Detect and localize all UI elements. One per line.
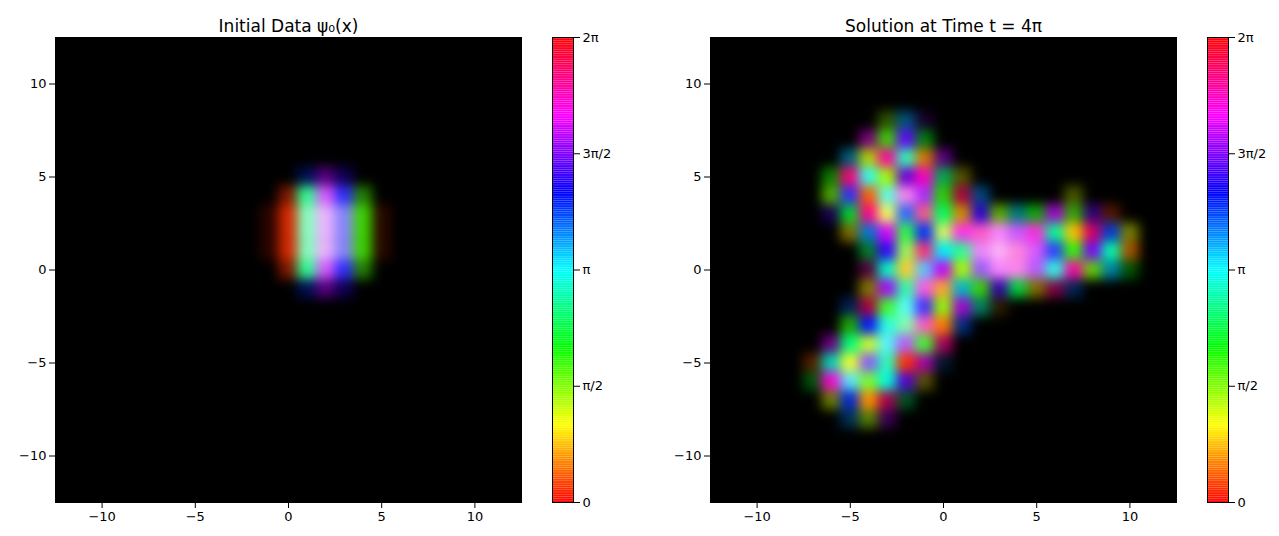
svg-text:10: 10 — [1122, 509, 1139, 524]
svg-text:0: 0 — [939, 509, 947, 524]
svg-text:Initial Data ψ₀(x): Initial Data ψ₀(x) — [219, 16, 359, 36]
svg-text:0: 0 — [38, 262, 46, 277]
svg-text:0: 0 — [1238, 495, 1246, 510]
svg-text:3π/2: 3π/2 — [583, 146, 612, 161]
svg-text:π/2: π/2 — [1238, 378, 1258, 393]
svg-text:π: π — [583, 262, 591, 277]
svg-text:5: 5 — [693, 169, 701, 184]
svg-text:π/2: π/2 — [583, 378, 603, 393]
svg-text:−10: −10 — [19, 448, 46, 463]
svg-text:−5: −5 — [27, 355, 46, 370]
svg-text:3π/2: 3π/2 — [1238, 146, 1267, 161]
svg-text:−10: −10 — [88, 509, 115, 524]
svg-text:Solution at Time t = 4π: Solution at Time t = 4π — [845, 16, 1042, 36]
svg-text:5: 5 — [378, 509, 386, 524]
svg-text:5: 5 — [1033, 509, 1041, 524]
svg-text:π: π — [1238, 262, 1246, 277]
svg-text:−5: −5 — [186, 509, 205, 524]
svg-text:0: 0 — [583, 495, 591, 510]
svg-text:2π: 2π — [583, 30, 599, 45]
svg-text:0: 0 — [284, 509, 292, 524]
svg-text:−5: −5 — [841, 509, 860, 524]
svg-text:10: 10 — [467, 509, 484, 524]
svg-text:−10: −10 — [743, 509, 770, 524]
svg-text:5: 5 — [38, 169, 46, 184]
svg-text:−10: −10 — [674, 448, 701, 463]
svg-text:−5: −5 — [682, 355, 701, 370]
svg-text:10: 10 — [30, 76, 47, 91]
svg-text:10: 10 — [685, 76, 702, 91]
svg-text:0: 0 — [693, 262, 701, 277]
svg-text:2π: 2π — [1238, 30, 1254, 45]
